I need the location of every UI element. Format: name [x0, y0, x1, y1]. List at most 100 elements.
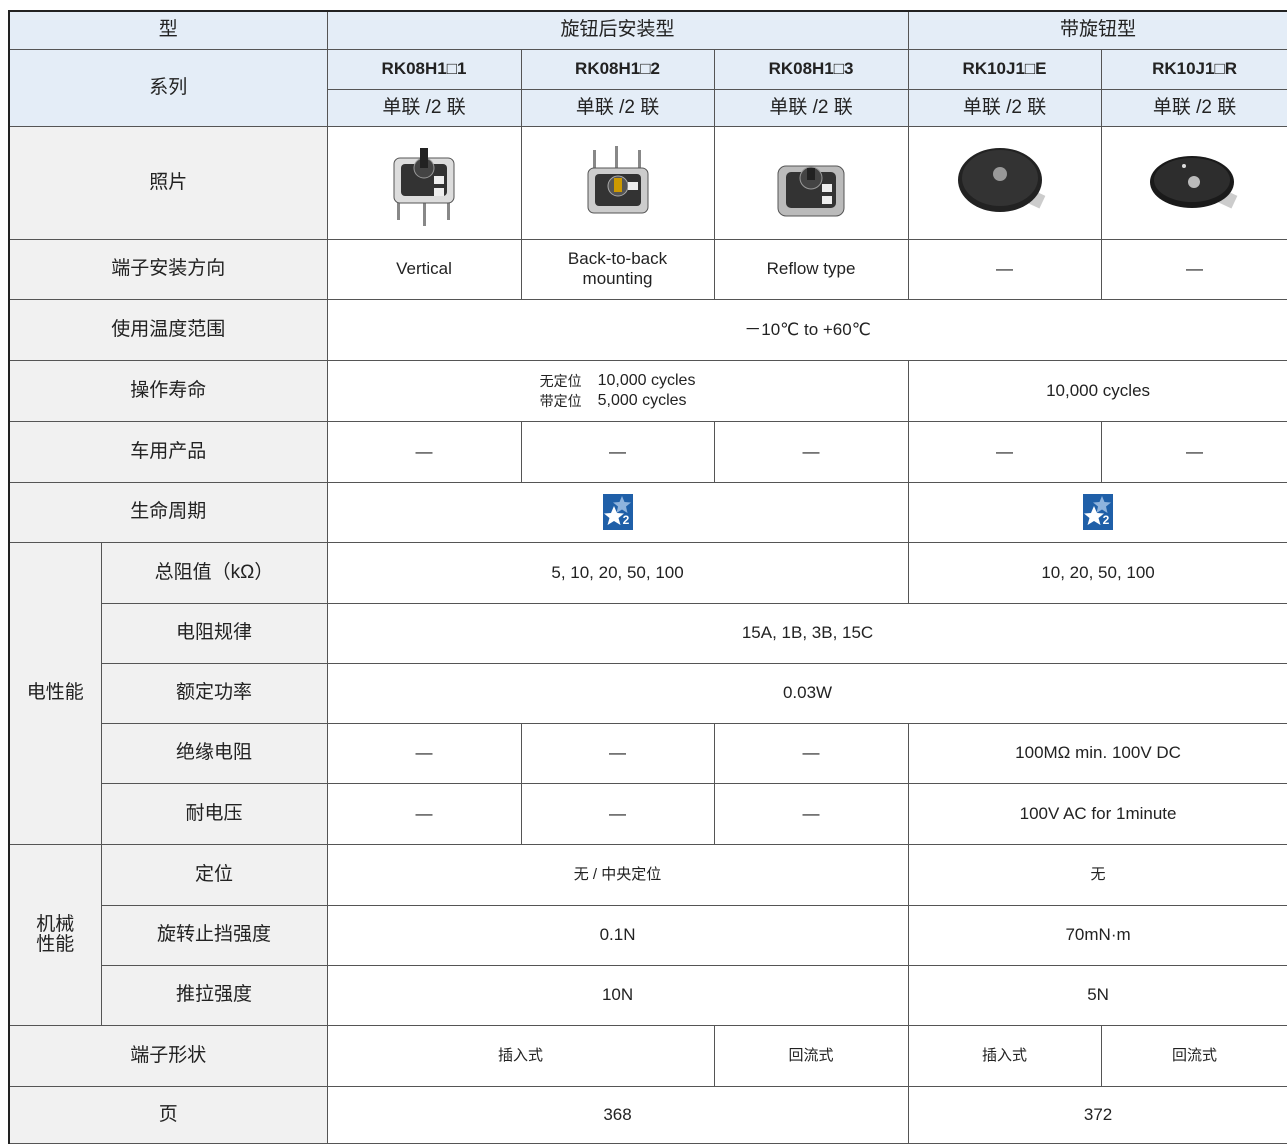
group-header: 旋钮后安装型 — [326, 10, 909, 50]
spec-row: 车用产品 — — — — — — [8, 420, 1287, 483]
photo-row: 照片 — [8, 125, 1287, 240]
cell: 插入式 — [907, 1024, 1102, 1087]
cell: Vertical — [326, 238, 522, 300]
group-label-line: 机械 — [36, 913, 75, 935]
life-key: 无定位 — [539, 372, 582, 389]
cell: 回流式 — [1100, 1024, 1287, 1087]
group-label: 机械 性能 — [8, 843, 102, 1026]
badge-text: 2 — [622, 513, 629, 527]
series-header: 系列 — [8, 48, 328, 127]
spec-row: 页 368 372 — [8, 1085, 1287, 1144]
spec-row: 推拉强度 10N 5N — [9, 964, 1287, 1026]
cell: 插入式 — [326, 1024, 715, 1087]
model: RK10J1□R — [1100, 48, 1287, 90]
cell: Reflow type — [713, 238, 909, 300]
spec-row: 旋转止挡强度 0.1N 70mN·m — [9, 904, 1287, 966]
type-header: 型 — [8, 10, 328, 50]
spec-row: 耐电压 — — — 100V AC for 1minute — [9, 782, 1287, 845]
row-label: 推拉强度 — [100, 964, 328, 1026]
cell: 10,000 cycles — [907, 359, 1287, 422]
cell: — — [907, 238, 1102, 300]
group-label: 电性能 — [8, 541, 102, 845]
photo — [587, 145, 649, 213]
row-label: 操作寿命 — [8, 359, 328, 422]
row-label: 照片 — [8, 125, 328, 240]
cell: 5, 10, 20, 50, 100 — [326, 541, 909, 604]
spec-row: 电阻规律 15A, 1B, 3B, 15C — [9, 602, 1287, 664]
row-label: 额定功率 — [100, 662, 328, 724]
cell: 0.1N — [326, 904, 909, 966]
cell: — — [520, 420, 715, 483]
spec-row: 生命周期 2 2 — [8, 481, 1287, 543]
photo — [777, 165, 845, 216]
photo-cell — [520, 125, 715, 240]
row-label: 绝缘电阻 — [100, 722, 328, 784]
cell: 100V AC for 1minute — [907, 782, 1287, 845]
model: RK10J1□E — [907, 48, 1102, 90]
cell: — — [907, 420, 1102, 483]
cell: 100MΩ min. 100V DC — [907, 722, 1287, 784]
photo-cell — [713, 125, 909, 240]
cell: — — [520, 722, 715, 784]
row-label: 车用产品 — [8, 420, 328, 483]
cell: 无 — [907, 843, 1287, 906]
cell: －10℃ to +60℃ — [326, 298, 1287, 361]
row-label: 电阻规律 — [100, 602, 328, 664]
cell: — — [520, 782, 715, 845]
gang: 单联 /2 联 — [713, 88, 909, 127]
photo — [1149, 155, 1237, 209]
spec-row: 端子形状 插入式 回流式 插入式 回流式 — [8, 1024, 1287, 1087]
badge-text: 2 — [1103, 513, 1110, 527]
cell: 2 — [907, 481, 1287, 543]
photo — [393, 147, 455, 226]
row-label: 旋转止挡强度 — [100, 904, 328, 966]
life-list: 无定位 10,000 cycles 带定位 5,000 cycles — [540, 371, 696, 411]
cell: — — [1100, 238, 1287, 300]
cell: 368 — [326, 1085, 909, 1144]
cell: 0.03W — [326, 662, 1287, 724]
cell: — — [1100, 420, 1287, 483]
cell: 无定位 10,000 cycles 带定位 5,000 cycles — [326, 359, 909, 422]
cell: 回流式 — [713, 1024, 909, 1087]
life-value: 5,000 cycles — [597, 391, 687, 409]
spec-row: 绝缘电阻 — — — 100MΩ min. 100V DC — [9, 722, 1287, 784]
cell: — — [326, 722, 522, 784]
cell: — — [713, 420, 909, 483]
cell: 372 — [907, 1085, 1287, 1144]
gang: 单联 /2 联 — [1100, 88, 1287, 127]
row-label: 端子形状 — [8, 1024, 328, 1087]
cell: — — [326, 420, 522, 483]
photo-cell — [326, 125, 522, 240]
gang: 单联 /2 联 — [326, 88, 522, 127]
gang-row: 单联 /2 联 单联 /2 联 单联 /2 联 单联 /2 联 单联 /2 联 — [9, 88, 1287, 127]
group-row: 型 旋钮后安装型 带旋钮型 — [8, 10, 1287, 50]
spec-row: 操作寿命 无定位 10,000 cycles 带定位 5,000 cycles 10,… — [8, 359, 1287, 422]
spec-row: 电性能 总阻值（kΩ） 5, 10, 20, 50, 100 10, 20, 5… — [8, 541, 1287, 845]
row-label: 耐电压 — [100, 782, 328, 845]
row-label: 页 — [8, 1085, 328, 1144]
photo-cell — [907, 125, 1102, 240]
model: RK08H1□3 — [713, 48, 909, 90]
cell: 15A, 1B, 3B, 15C — [326, 602, 1287, 664]
gang: 单联 /2 联 — [907, 88, 1102, 127]
cell: 10, 20, 50, 100 — [907, 541, 1287, 604]
cell: — — [713, 722, 909, 784]
life-value: 10,000 cycles — [597, 371, 696, 389]
cell: Back-to-back mounting — [520, 238, 715, 300]
model: RK08H1□2 — [520, 48, 715, 90]
spec-row: 使用温度范围 －10℃ to +60℃ — [8, 298, 1287, 361]
row-label: 定位 — [100, 843, 328, 906]
spec-row: 端子安装方向 Vertical Back-to-back mounting Ref… — [8, 238, 1287, 300]
row-label: 生命周期 — [8, 481, 328, 543]
row-label: 使用温度范围 — [8, 298, 328, 361]
group-label-line: 性能 — [36, 933, 75, 955]
life-key: 带定位 — [539, 392, 582, 409]
gang: 单联 /2 联 — [520, 88, 715, 127]
cell: 2 — [326, 481, 909, 543]
spec-row: 机械 性能 定位 无 / 中央定位 无 — [8, 843, 1287, 1026]
group-header: 带旋钮型 — [907, 10, 1287, 50]
cell-line: Back-to-back — [567, 249, 668, 268]
row-label: 端子安装方向 — [8, 238, 328, 300]
